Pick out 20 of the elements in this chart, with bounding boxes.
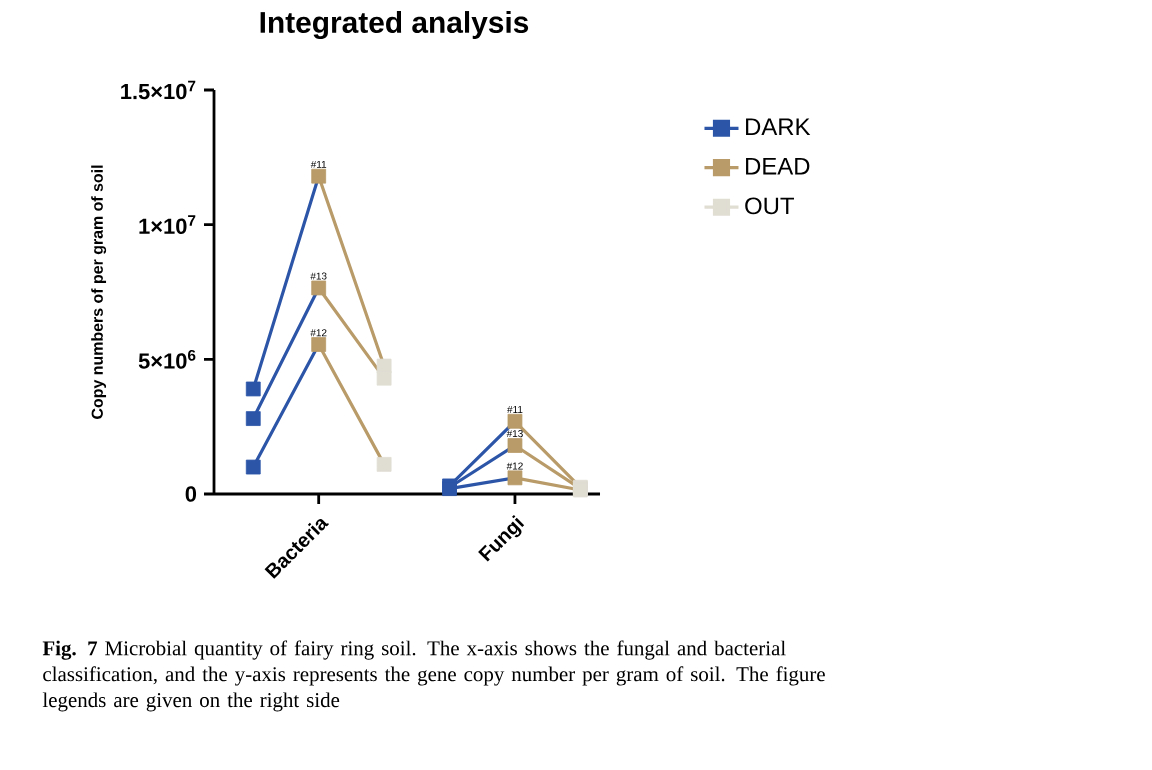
point [507, 470, 523, 486]
point [245, 411, 261, 426]
legend-label: OUT [745, 197, 794, 215]
y-tick-label: 1×10$^{7}$ [139, 215, 196, 235]
y-tick-label: 0 [185, 486, 197, 502]
point [507, 438, 523, 453]
chart-title: Integrated analysis [260, 11, 529, 40]
point [311, 168, 327, 184]
point [245, 459, 261, 475]
legend-label: DARK [746, 118, 811, 136]
point [376, 370, 392, 386]
point [245, 381, 261, 397]
point [311, 280, 327, 296]
point [311, 337, 327, 352]
y-tick-label: 5×10$^{6}$ [138, 349, 196, 369]
legend-label: DEAD [746, 157, 810, 175]
point [376, 457, 392, 472]
point [507, 413, 523, 429]
y-tick-label: 1.5×10$^{7}$ [121, 80, 196, 100]
text: Fig. 7 Microbial quantity of fairy ring soil. The x-axis shows the fungal and bacterial classification, and the y-axis represents the gene copy number per gram of soil. The figure legends are given on the right side [42, 640, 825, 712]
